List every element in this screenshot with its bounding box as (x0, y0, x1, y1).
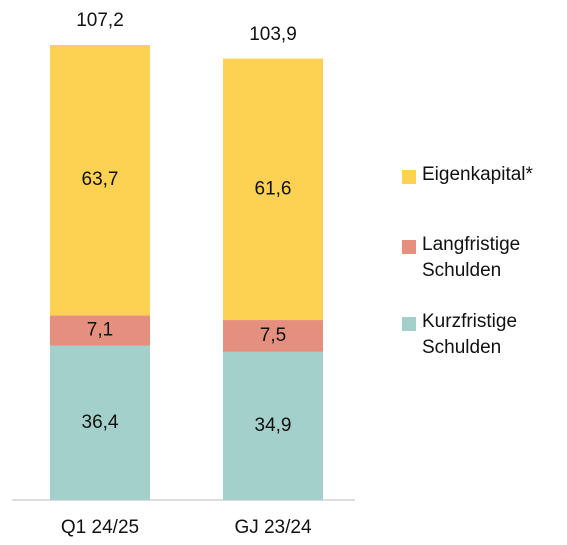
total-label: 107,2 (76, 10, 124, 31)
x-tick-label: Q1 24/25 (61, 517, 139, 538)
bar-segment (223, 58, 323, 321)
value-label: 7,1 (87, 319, 113, 340)
total-label: 103,9 (249, 24, 297, 45)
bar-segment (50, 345, 150, 500)
legend-label: Eigenkapital* (422, 164, 533, 185)
value-label: 34,9 (255, 415, 292, 436)
bar-segment (50, 45, 150, 316)
legend-swatch (402, 240, 416, 254)
legend-swatch (402, 317, 416, 331)
bar-segment (223, 351, 323, 500)
legend-label: Langfristige Schulden (422, 234, 521, 281)
value-label: 61,6 (255, 178, 292, 199)
bar-segment (50, 315, 150, 346)
bar-segment (223, 320, 323, 352)
value-label: 36,4 (82, 412, 119, 433)
legend-label: Kurzfristige Schulden (422, 311, 518, 358)
legend-swatch (402, 170, 416, 184)
x-tick-label: GJ 23/24 (234, 517, 312, 538)
legend-item: Kurzfristige Schulden (402, 311, 562, 361)
legend-item: Langfristige Schulden (402, 234, 562, 284)
value-label: 7,5 (260, 325, 286, 346)
value-label: 63,7 (82, 169, 119, 190)
legend-item: Eigenkapital* (402, 164, 562, 188)
